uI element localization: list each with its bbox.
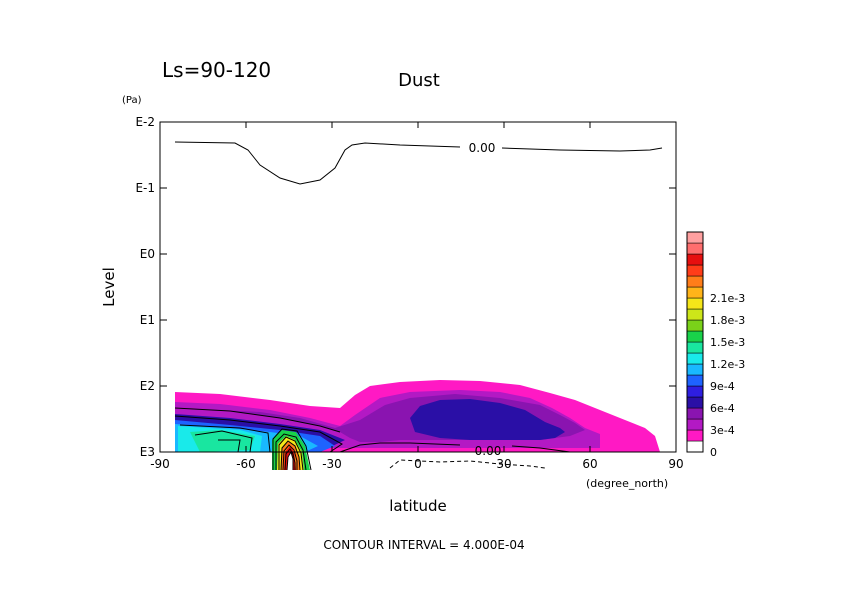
colorbar-swatch [686, 418, 704, 431]
colorbar-tick-label: 6e-4 [710, 402, 735, 415]
contour-label-lower: 0.00 [475, 444, 502, 458]
colorbar-swatch [686, 330, 704, 343]
colorbar-swatch [686, 407, 704, 420]
x-tick-label: 90 [668, 457, 683, 471]
colorbar-swatch [686, 374, 704, 387]
x-tick-label: -90 [150, 457, 170, 471]
contour-sh-4 [194, 430, 253, 453]
contour-sh-5 [218, 439, 241, 453]
colorbar-swatch [686, 242, 704, 255]
colorbar-swatch [686, 319, 704, 332]
chart-title: Dust [398, 70, 440, 91]
contour-sh-3 [179, 424, 271, 453]
x-tick-label: 30 [496, 457, 511, 471]
contour-zero-lower-right [511, 445, 571, 453]
colorbar-tick-label: 1.8e-3 [710, 314, 745, 327]
colorbar-swatch [686, 385, 704, 398]
x-tick-label: 60 [582, 457, 597, 471]
colorbar-swatch [686, 308, 704, 321]
contour-sh-2 [174, 415, 343, 453]
colorbar-swatch [686, 352, 704, 365]
y-tick-labels: E-2 E-1 E0 E1 E2 E3 [135, 115, 155, 459]
contour-dashed [389, 459, 546, 469]
colorbar-tick-label: 3e-4 [710, 424, 735, 437]
y-axis-label: Level [100, 267, 118, 307]
contour-label-upper: 0.00 [469, 141, 496, 155]
colorbar-tick-label: 2.1e-3 [710, 292, 745, 305]
x-tick-labels: -90 -60 -30 0 30 60 90 [150, 457, 683, 471]
colorbar-swatch [686, 429, 704, 442]
colorbar-frame [686, 231, 704, 453]
y-tick-label: E3 [140, 445, 155, 459]
colorbar-swatch [686, 341, 704, 354]
x-tick-label: -30 [322, 457, 342, 471]
x-unit-label: (degree_north) [586, 477, 668, 490]
colorbar: 0 3e-4 6e-4 9e-4 1.2e-3 1.5e-3 1.8e-3 2.1e-3 [686, 231, 745, 459]
y-tick-label: E-1 [135, 181, 155, 195]
contour-sh-1 [174, 407, 341, 433]
colorbar-swatch [686, 440, 704, 453]
contour-zero-upper [174, 141, 461, 185]
colorbar-swatch [686, 264, 704, 277]
colorbar-swatch [686, 297, 704, 310]
colorbar-tick-label: 1.2e-3 [710, 358, 745, 371]
y-tick-label: E2 [140, 379, 155, 393]
y-unit-label: (Pa) [122, 95, 142, 106]
dust-region-low-white [260, 452, 272, 470]
axis-ticks [160, 121, 676, 453]
colorbar-swatch [686, 275, 704, 288]
contour-interval-note: CONTOUR INTERVAL = 4.000E-04 [323, 538, 524, 552]
colorbar-tick-label: 1.5e-3 [710, 336, 745, 349]
x-tick-label: 0 [414, 457, 422, 471]
colorbar-swatch [686, 286, 704, 299]
contour-label-bg-upper [462, 140, 502, 154]
colorbar-swatch [686, 363, 704, 376]
colorbar-swatch [686, 231, 704, 244]
dust-region-deep [410, 399, 565, 440]
contour-lines [174, 141, 663, 470]
x-tick-label: -60 [236, 457, 256, 471]
colorbar-swatch [686, 396, 704, 409]
contour-zero-lower [339, 442, 461, 453]
colorbar-tick-label: 9e-4 [710, 380, 735, 393]
colorbar-swatch [686, 253, 704, 266]
contour-zero-upper-right [501, 147, 663, 152]
y-tick-label: E0 [140, 247, 155, 261]
y-tick-label: E-2 [135, 115, 155, 129]
y-tick-label: E1 [140, 313, 155, 327]
chart-subtitle: Ls=90-120 [162, 58, 271, 82]
colorbar-tick-label: 0 [710, 446, 717, 459]
x-axis-label: latitude [389, 497, 447, 515]
